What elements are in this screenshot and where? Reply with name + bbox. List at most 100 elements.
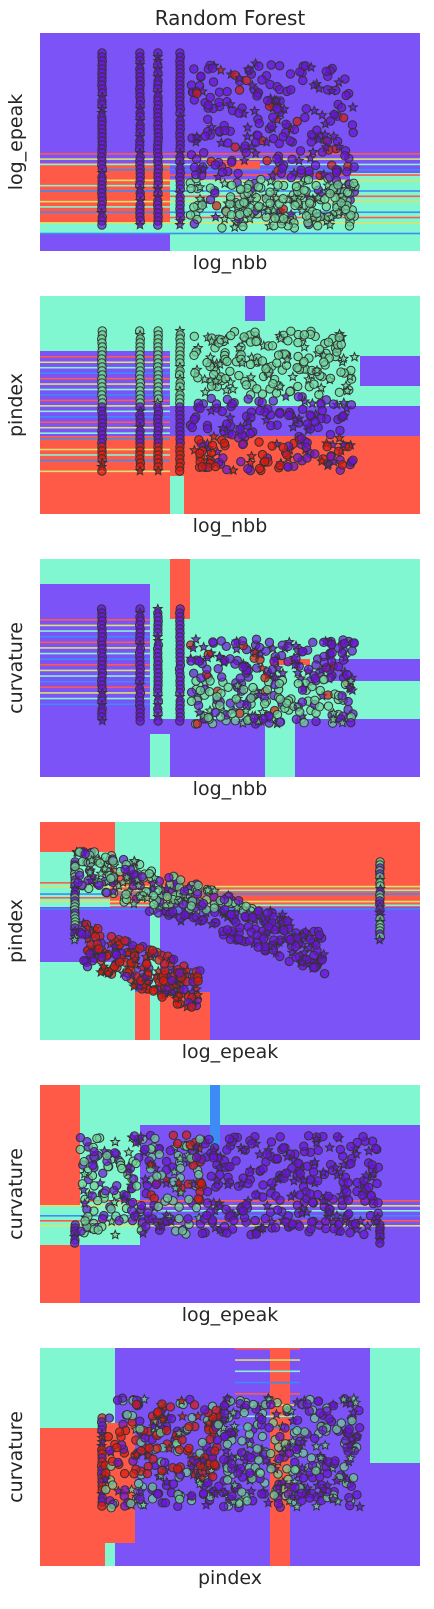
scatter-star	[123, 1146, 135, 1158]
scatter-star	[311, 364, 323, 376]
scatter-point	[257, 1414, 267, 1425]
scatter-star	[298, 1174, 310, 1185]
scatter-point	[159, 959, 170, 969]
scatter-star	[160, 1177, 172, 1189]
scatter-point	[254, 61, 264, 71]
scatter-star	[210, 375, 222, 386]
scatter-point	[336, 198, 346, 208]
scatter-point	[216, 636, 226, 646]
scatter-point	[252, 1444, 262, 1454]
scatter-point	[298, 1473, 309, 1483]
scatter-point	[129, 1131, 140, 1141]
scatter-point	[153, 1407, 163, 1417]
scatter-point	[299, 1427, 310, 1437]
scatter-star	[197, 163, 209, 174]
scatter-point	[193, 700, 204, 711]
scatter-point	[297, 697, 308, 707]
scatter-point	[231, 1156, 241, 1166]
scatter-star	[130, 1449, 143, 1460]
scatter-point	[186, 183, 196, 194]
y-axis-label: log_epeak	[0, 33, 32, 251]
y-axis-label-text: pindex	[5, 898, 27, 964]
scatter-point	[93, 923, 103, 934]
scatter-point	[293, 678, 304, 689]
scatter-point	[274, 138, 285, 149]
scatter-point	[210, 1446, 220, 1456]
scatter-star	[227, 383, 239, 394]
decision-region	[245, 296, 265, 321]
scatter-star	[323, 1207, 335, 1218]
scatter-point	[342, 670, 352, 680]
scatter-point	[322, 1468, 333, 1479]
scatter-point	[131, 1158, 141, 1169]
scatter-point	[198, 898, 209, 909]
scatter-point	[299, 356, 309, 367]
scatter-point	[266, 420, 276, 431]
scatter-star	[165, 1215, 177, 1227]
scatter-point	[243, 394, 253, 404]
boundary-stripe	[40, 908, 420, 910]
decision-region	[210, 1085, 220, 1145]
scatter-star	[167, 986, 179, 998]
boundary-stripe	[40, 882, 420, 884]
scatter-star	[128, 980, 140, 992]
scatter-point	[148, 1454, 158, 1464]
scatter-star	[176, 1394, 188, 1406]
scatter-star	[331, 1475, 343, 1486]
scatter-point	[313, 1145, 323, 1156]
scatter-star	[318, 1483, 330, 1495]
scatter-point	[291, 1444, 302, 1455]
scatter-point	[226, 210, 237, 220]
scatter-point	[175, 466, 185, 476]
scatter-point	[263, 908, 273, 918]
scatter-point	[207, 440, 218, 450]
scatter-point	[194, 656, 205, 666]
scatter-star	[222, 1179, 234, 1190]
scatter-point	[189, 350, 199, 361]
scatter-point	[296, 165, 306, 175]
scatter-point	[293, 381, 303, 392]
scatter-star	[161, 1476, 173, 1487]
scatter-point	[190, 368, 200, 378]
scatter-star	[287, 371, 299, 382]
scatter-star	[233, 342, 245, 353]
scatter-point	[255, 406, 265, 416]
scatter-point	[75, 1132, 86, 1143]
scatter-point	[274, 678, 284, 689]
scatter-point	[278, 193, 288, 204]
scatter-point	[217, 167, 228, 177]
scatter-star	[337, 439, 349, 450]
scatter-point	[114, 1427, 125, 1437]
scatter-star	[128, 897, 140, 909]
scatter-point	[106, 873, 116, 884]
scatter-star	[349, 351, 361, 362]
boundary-stripe	[40, 624, 150, 627]
scatter-point	[102, 1150, 112, 1161]
decision-region	[40, 962, 135, 1040]
scatter-point	[277, 163, 288, 173]
scatter-point	[303, 174, 314, 185]
scatter-point	[258, 1164, 268, 1174]
y-axis-label-text: log_epeak	[5, 93, 27, 191]
scatter-star	[249, 646, 261, 657]
scatter-point	[113, 1457, 123, 1468]
scatter-star	[246, 140, 258, 152]
scatter-point	[346, 400, 357, 410]
scatter-point	[193, 976, 203, 986]
scatter-point	[175, 1163, 186, 1173]
scatter-point	[333, 662, 344, 672]
scatter-point	[223, 682, 233, 693]
scatter-point	[192, 889, 203, 899]
scatter-point	[295, 1168, 305, 1179]
scatter-point	[197, 1437, 208, 1448]
scatter-point	[82, 961, 93, 972]
scatter-star	[312, 191, 324, 203]
scatter-point	[275, 717, 286, 727]
scatter-point	[299, 718, 309, 728]
scatter-point	[103, 1432, 113, 1442]
scatter-point	[325, 429, 336, 440]
scatter-point	[174, 1213, 184, 1224]
scatter-point	[257, 397, 267, 408]
boundary-stripe	[40, 675, 150, 677]
scatter-point	[273, 1499, 284, 1509]
